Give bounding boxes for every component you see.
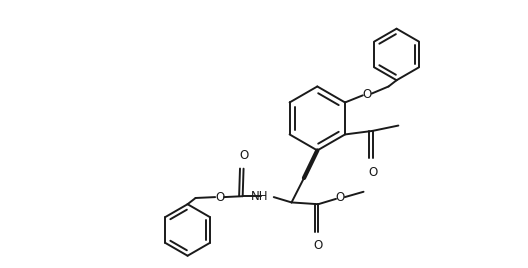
Text: O: O [368,166,377,178]
Text: O: O [215,191,224,204]
Text: O: O [239,148,248,162]
Text: O: O [363,88,372,101]
Text: NH: NH [251,190,268,203]
Text: O: O [336,192,345,204]
Text: O: O [314,239,323,252]
